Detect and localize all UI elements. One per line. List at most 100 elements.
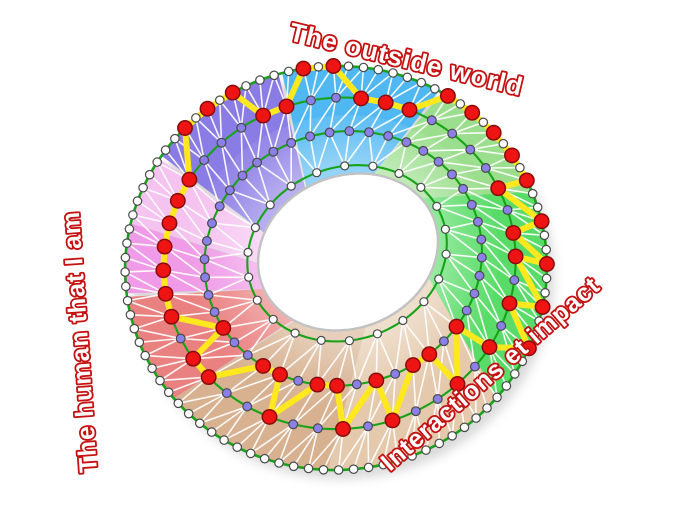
red-node: [439, 87, 456, 104]
red-node: [199, 100, 216, 117]
ring-4-node: [121, 281, 131, 292]
ring-4-node: [541, 244, 551, 255]
ring-ellipse-1: [246, 164, 448, 343]
ring-4-node: [515, 162, 525, 173]
red-node: [384, 412, 401, 429]
ring-4-node: [173, 398, 184, 409]
ring-2-node: [351, 379, 362, 390]
ring-2-node: [447, 169, 458, 180]
ring-4-node: [532, 202, 543, 213]
ring-1-node: [243, 247, 253, 257]
ring-4-node: [283, 66, 294, 77]
ring-3-node: [216, 137, 227, 148]
ring-1-node: [252, 295, 262, 305]
ring-4-node: [539, 230, 550, 241]
ring-4-node: [429, 84, 440, 94]
ring-4-node: [478, 117, 489, 128]
ring-4-node: [122, 238, 132, 248]
ring-1-node: [419, 297, 429, 307]
ring-3-node: [242, 401, 253, 412]
ring-4-node: [509, 369, 520, 379]
ring-4-node: [288, 461, 299, 472]
ring-2-node: [242, 350, 253, 361]
red-node: [501, 295, 518, 312]
ring-2-node: [286, 137, 297, 148]
ring-2-node: [293, 375, 304, 386]
ring-1-node: [250, 223, 260, 233]
ring-1-node: [316, 335, 326, 345]
ring-2-node: [324, 127, 335, 138]
ring-4-node: [529, 330, 540, 340]
ring-4-node: [206, 427, 217, 437]
ring-2-node: [466, 199, 477, 210]
ring-3-node: [432, 394, 443, 405]
ring-4-node: [343, 61, 354, 71]
ring-1-node: [344, 336, 354, 346]
red-node: [505, 224, 522, 241]
red-node: [534, 299, 551, 315]
ring-4-node: [348, 464, 359, 474]
ring-4-node: [393, 455, 403, 466]
ring-4-node: [183, 408, 194, 419]
ring-4-node: [124, 224, 135, 234]
ring-1-node: [368, 161, 378, 171]
ring-4-node: [363, 462, 374, 473]
ring-4-node: [402, 72, 413, 83]
red-node: [377, 94, 394, 111]
ring-2-node: [344, 126, 355, 137]
ring-3-node: [236, 122, 247, 133]
ring-4-node: [455, 99, 466, 109]
ring-2-node: [214, 201, 225, 212]
wheel-layers: [120, 58, 555, 480]
red-node: [155, 262, 172, 279]
red-node: [520, 340, 537, 357]
ring-4-node: [219, 435, 229, 445]
ring-4-node: [144, 169, 155, 180]
hole: [256, 172, 440, 332]
ring-3-node: [480, 163, 491, 174]
red-node: [200, 369, 217, 386]
ring-2-node: [203, 290, 214, 301]
ring-4-node: [378, 459, 389, 470]
red-node: [353, 90, 370, 107]
ring-4-node: [160, 145, 171, 155]
ring-4-node: [498, 138, 509, 149]
ring-2-node: [252, 157, 263, 168]
ring-4-node: [138, 182, 148, 193]
ring-4-node: [255, 75, 265, 85]
red-node: [215, 319, 232, 336]
red-node: [295, 60, 312, 77]
ring-4-node: [447, 430, 457, 441]
ring-4-node: [129, 323, 140, 334]
ring-4-node: [125, 309, 136, 320]
red-node: [325, 58, 342, 74]
ring-2-node: [476, 234, 487, 245]
ring-2-node: [209, 307, 220, 318]
red-node: [309, 376, 326, 393]
ring-4-node: [140, 350, 150, 361]
ring-2-node: [224, 185, 235, 196]
ring-2-node: [476, 252, 487, 263]
ring-2-node: [418, 145, 429, 156]
ring-3-node: [288, 419, 299, 430]
red-node: [278, 98, 295, 115]
ring-3-node: [447, 128, 458, 139]
ring-3-node: [199, 155, 210, 166]
ring-1-node: [290, 328, 300, 338]
ring-1-node: [340, 161, 350, 171]
ring-4-node: [132, 196, 143, 206]
ring-4-node: [195, 418, 205, 429]
ring-2-node: [469, 288, 480, 299]
ring-3-node: [363, 421, 374, 432]
ring-2-node: [472, 216, 483, 227]
ring-1-node: [441, 249, 451, 259]
ring-4-node: [534, 316, 544, 326]
ring-4-node: [373, 64, 384, 75]
red-node: [448, 318, 465, 335]
ring-2-node: [390, 368, 401, 379]
ring-4-node: [191, 113, 201, 123]
red-node: [401, 101, 418, 118]
ring-4-node: [215, 95, 225, 105]
red-node: [261, 408, 278, 425]
